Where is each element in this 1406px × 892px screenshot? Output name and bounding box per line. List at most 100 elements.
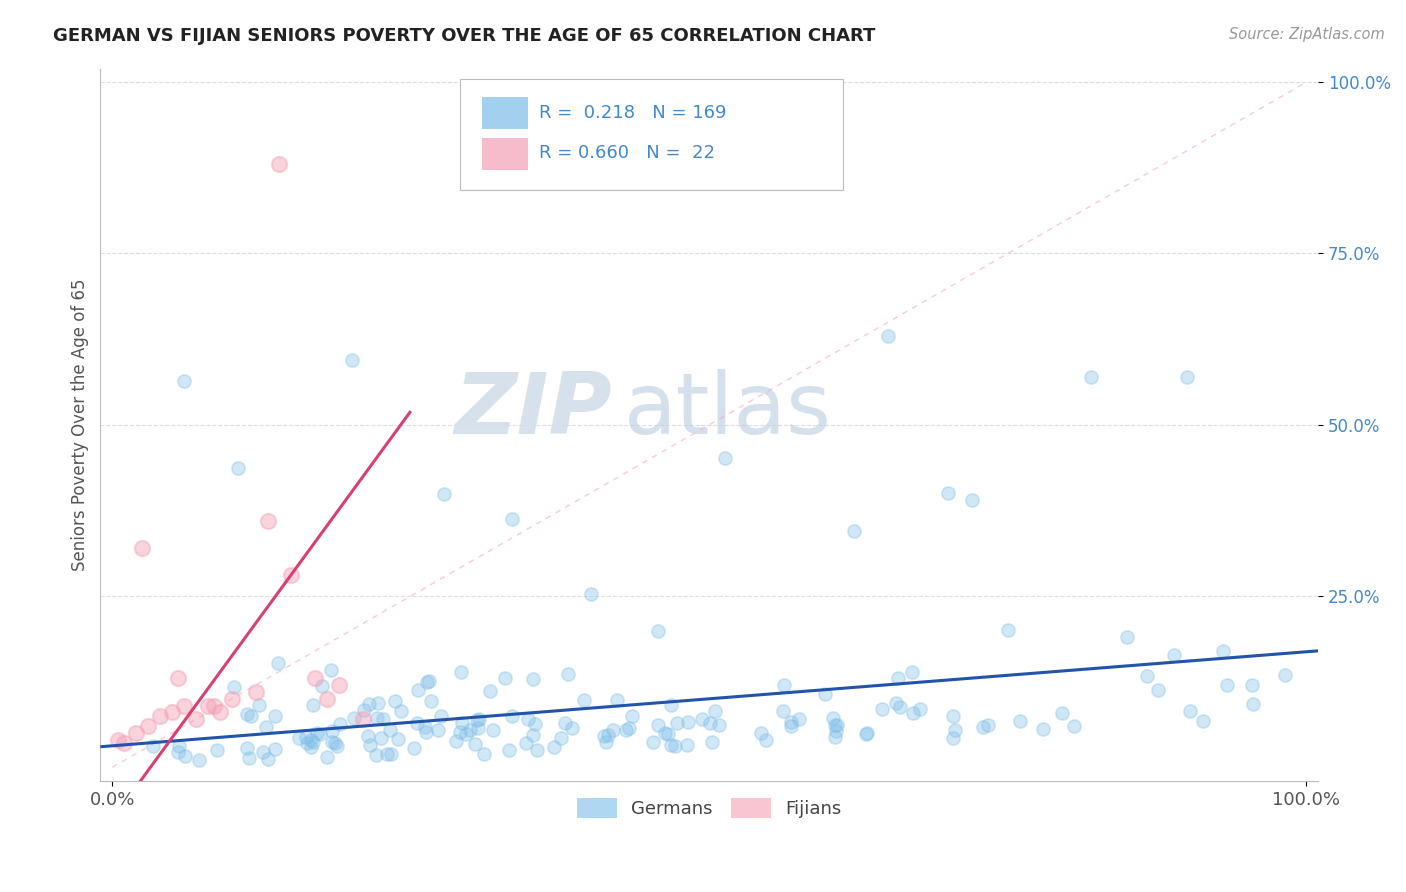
- Point: [825, 717, 848, 731]
- Point: [226, 460, 249, 475]
- Point: [543, 740, 565, 755]
- Point: [522, 672, 544, 686]
- Point: [515, 736, 537, 750]
- Point: [236, 707, 259, 722]
- Point: [208, 706, 231, 720]
- Point: [197, 698, 219, 713]
- Point: [107, 732, 129, 747]
- Legend: Germans, Fijians: Germans, Fijians: [569, 791, 849, 825]
- Point: [647, 718, 669, 732]
- Point: [602, 723, 624, 737]
- Point: [501, 709, 523, 723]
- FancyBboxPatch shape: [460, 79, 844, 190]
- Text: R =  0.218   N = 169: R = 0.218 N = 169: [538, 103, 727, 121]
- Point: [1163, 648, 1185, 662]
- Point: [842, 524, 865, 538]
- Point: [311, 680, 333, 694]
- Point: [413, 720, 436, 734]
- Point: [554, 715, 576, 730]
- Point: [357, 729, 380, 743]
- Point: [467, 712, 489, 726]
- Point: [375, 747, 398, 761]
- Point: [814, 687, 837, 701]
- Point: [415, 724, 437, 739]
- Point: [773, 678, 796, 692]
- Point: [430, 708, 453, 723]
- Point: [359, 697, 381, 711]
- Point: [256, 514, 278, 528]
- Point: [236, 741, 259, 756]
- Point: [420, 693, 443, 707]
- Point: [167, 739, 190, 753]
- Point: [1180, 704, 1202, 718]
- Point: [824, 718, 846, 732]
- Point: [1212, 644, 1234, 658]
- Point: [657, 727, 679, 741]
- Point: [997, 624, 1019, 638]
- Point: [205, 743, 228, 757]
- Point: [1192, 714, 1215, 728]
- Point: [269, 157, 291, 171]
- Point: [202, 698, 225, 713]
- Point: [699, 715, 721, 730]
- Point: [288, 731, 311, 745]
- Point: [572, 693, 595, 707]
- Point: [779, 718, 801, 732]
- Text: R = 0.660   N =  22: R = 0.660 N = 22: [538, 145, 714, 162]
- Point: [516, 712, 538, 726]
- Point: [467, 721, 489, 735]
- Point: [690, 712, 713, 726]
- Y-axis label: Seniors Poverty Over the Age of 65: Seniors Poverty Over the Age of 65: [72, 278, 89, 571]
- Point: [352, 712, 374, 726]
- Point: [263, 742, 285, 756]
- Point: [606, 693, 628, 707]
- Point: [465, 713, 488, 727]
- Point: [370, 731, 392, 745]
- Point: [943, 723, 966, 738]
- Point: [316, 749, 339, 764]
- Point: [321, 735, 343, 749]
- Text: Source: ZipAtlas.com: Source: ZipAtlas.com: [1229, 27, 1385, 42]
- Point: [329, 717, 352, 731]
- Point: [472, 747, 495, 762]
- Point: [647, 624, 669, 638]
- Point: [384, 694, 406, 708]
- Point: [173, 374, 195, 388]
- Point: [478, 683, 501, 698]
- Point: [823, 711, 845, 725]
- Point: [855, 725, 877, 739]
- Point: [675, 739, 697, 753]
- Point: [936, 486, 959, 500]
- Point: [221, 691, 243, 706]
- Point: [380, 747, 402, 762]
- Point: [593, 730, 616, 744]
- Point: [378, 723, 401, 737]
- Point: [267, 657, 290, 671]
- Point: [561, 721, 583, 735]
- Point: [264, 709, 287, 723]
- Point: [252, 745, 274, 759]
- Point: [142, 739, 165, 753]
- Point: [167, 745, 190, 759]
- Point: [779, 714, 801, 729]
- Point: [659, 698, 682, 713]
- Point: [977, 718, 1000, 732]
- Point: [1136, 669, 1159, 683]
- Point: [359, 738, 381, 752]
- Point: [366, 711, 388, 725]
- Point: [620, 708, 643, 723]
- Point: [295, 736, 318, 750]
- Point: [325, 739, 347, 753]
- Point: [416, 675, 439, 690]
- Point: [353, 703, 375, 717]
- Point: [149, 709, 172, 723]
- Point: [446, 734, 468, 748]
- Point: [972, 720, 994, 734]
- Point: [406, 716, 429, 731]
- Point: [1080, 369, 1102, 384]
- Point: [1147, 682, 1170, 697]
- Point: [887, 671, 910, 685]
- Point: [299, 733, 322, 747]
- Point: [340, 353, 363, 368]
- Point: [450, 665, 472, 679]
